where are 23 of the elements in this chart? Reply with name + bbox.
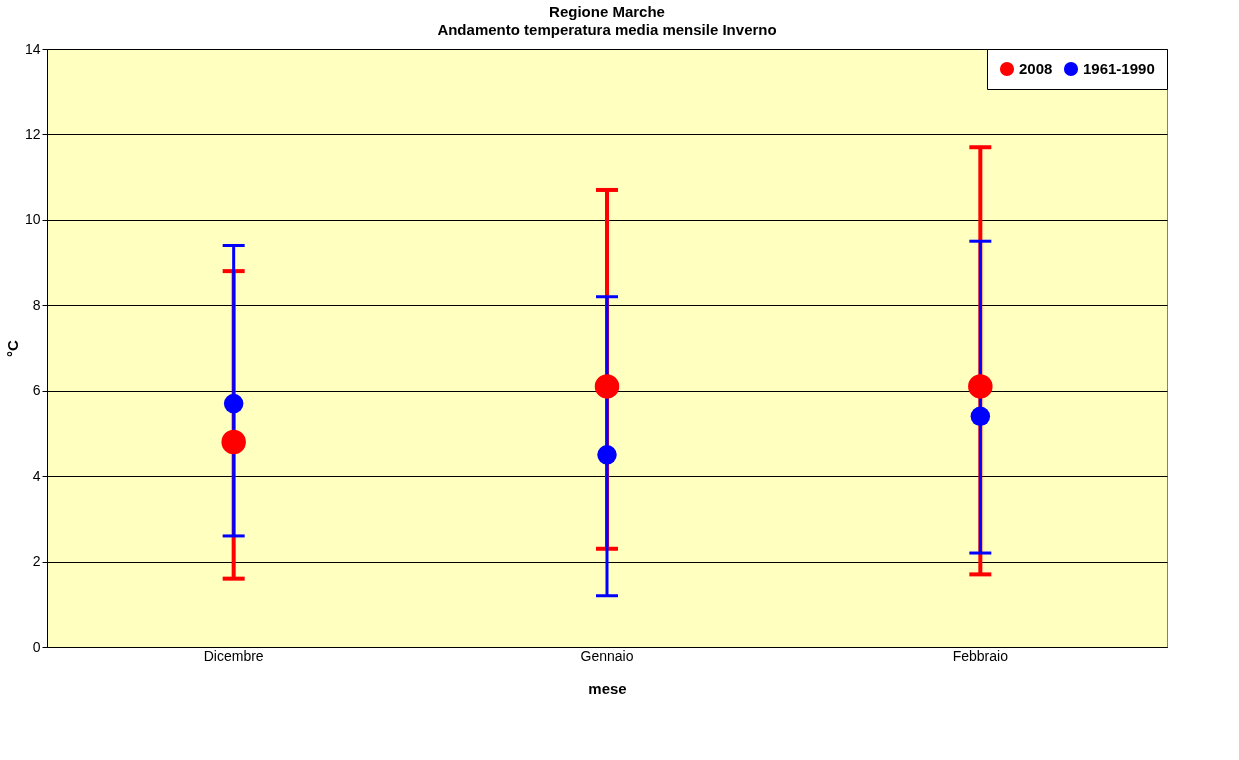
y-tick-label: 2 — [32, 553, 41, 570]
y-axis-title: °C — [3, 339, 21, 357]
y-tick-label: 8 — [32, 296, 41, 313]
y-tick-label: 14 — [24, 40, 41, 57]
chart-subtitle: Andamento temperatura media mensile Inverno — [437, 21, 777, 38]
y-tick-label: 10 — [24, 211, 41, 228]
point — [594, 374, 620, 399]
point — [223, 393, 244, 414]
point — [221, 429, 246, 455]
y-tick-label: 4 — [32, 467, 41, 484]
point — [968, 374, 993, 399]
y-tick-label: 12 — [24, 125, 41, 142]
x-axis-title: mese — [588, 679, 627, 697]
legend-label: 1961-1990 — [1083, 60, 1155, 77]
legend-label: 2008 — [1019, 60, 1053, 77]
y-tick-label: 6 — [32, 382, 41, 399]
x-tick-label: Febbraio — [952, 647, 1009, 664]
x-tick-label: Gennaio — [580, 647, 634, 664]
chart-title: Regione Marche — [549, 3, 665, 20]
point — [597, 445, 617, 465]
y-tick-label: 0 — [32, 638, 41, 655]
point — [970, 406, 991, 427]
x-tick-label: Dicembre — [203, 647, 264, 664]
